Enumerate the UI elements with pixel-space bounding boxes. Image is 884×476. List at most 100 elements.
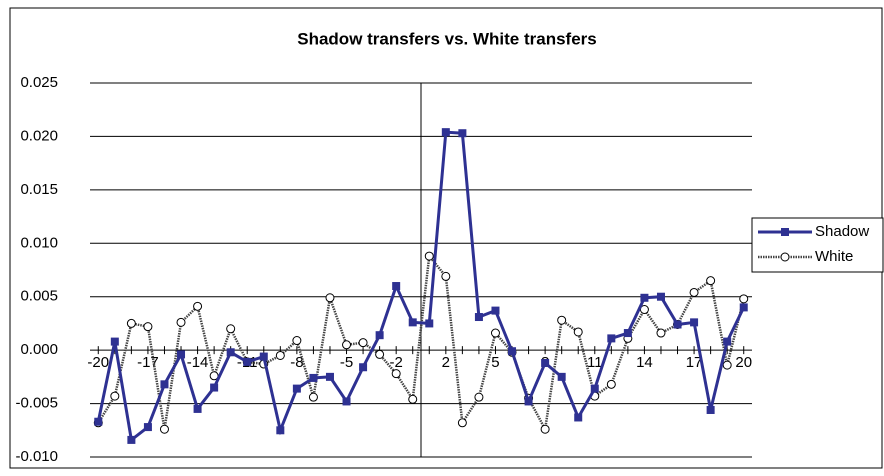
y-tick-label: 0.010 — [20, 234, 58, 251]
x-tick-label: 5 — [491, 354, 499, 371]
marker — [160, 380, 169, 389]
marker — [176, 317, 186, 327]
chart-title: Shadow transfers vs. White transfers — [297, 29, 596, 48]
marker — [540, 424, 550, 434]
marker — [689, 287, 699, 297]
marker — [391, 369, 401, 379]
x-tick-label: 14 — [636, 354, 653, 371]
marker — [441, 271, 451, 281]
marker — [408, 394, 418, 404]
marker — [159, 424, 169, 434]
marker — [424, 251, 434, 261]
marker — [441, 128, 450, 137]
marker — [574, 413, 583, 422]
marker — [375, 349, 385, 359]
x-tick-label: -8 — [290, 354, 303, 371]
marker — [557, 372, 566, 381]
marker — [606, 379, 616, 389]
marker — [640, 293, 649, 302]
marker — [656, 328, 666, 338]
marker — [392, 282, 401, 291]
marker — [673, 320, 682, 329]
marker — [490, 328, 500, 338]
marker — [573, 327, 583, 337]
marker — [557, 315, 567, 325]
marker — [590, 384, 599, 393]
marker — [226, 348, 235, 357]
legend-label: White — [815, 248, 853, 265]
marker — [325, 372, 334, 381]
marker — [177, 350, 186, 359]
marker — [375, 331, 384, 340]
x-tick-label: -20 — [87, 354, 109, 371]
marker — [739, 303, 748, 312]
series-white — [93, 251, 749, 434]
marker — [706, 276, 716, 286]
legend-marker — [781, 228, 789, 236]
legend-box — [751, 217, 884, 273]
y-tick-label: 0.025 — [20, 74, 58, 91]
marker — [226, 324, 236, 334]
marker — [623, 329, 632, 338]
x-tick-label: 11 — [587, 354, 603, 371]
marker — [690, 318, 699, 327]
marker — [656, 292, 665, 301]
marker — [408, 318, 417, 327]
marker — [193, 301, 203, 311]
marker — [425, 319, 434, 328]
marker — [110, 337, 119, 346]
legend-label: Shadow — [815, 223, 869, 240]
marker — [541, 358, 550, 367]
marker — [524, 397, 533, 406]
series-shadow — [94, 128, 748, 444]
marker — [359, 363, 368, 372]
marker — [308, 392, 318, 402]
marker — [110, 391, 120, 401]
marker — [458, 129, 467, 138]
marker — [342, 340, 352, 350]
legend-marker — [780, 252, 790, 262]
marker — [739, 294, 749, 304]
y-tick-label: 0.015 — [20, 181, 58, 198]
marker — [292, 384, 301, 393]
marker — [126, 318, 136, 328]
marker — [358, 338, 368, 348]
marker — [491, 306, 500, 315]
marker — [259, 352, 268, 361]
x-tick-label: -2 — [390, 354, 403, 371]
marker — [292, 336, 302, 346]
marker — [193, 404, 202, 413]
marker — [275, 350, 285, 360]
marker — [309, 373, 318, 382]
marker — [457, 418, 467, 428]
marker — [723, 337, 732, 346]
marker — [143, 322, 153, 332]
marker — [607, 334, 616, 343]
marker — [508, 347, 517, 356]
x-tick-label: -14 — [187, 354, 209, 371]
marker — [474, 313, 483, 322]
marker — [342, 397, 351, 406]
x-tick-label: 17 — [686, 354, 703, 371]
x-tick-label: -5 — [340, 354, 353, 371]
x-tick-label: 2 — [442, 354, 450, 371]
marker — [243, 357, 252, 366]
series-line — [96, 130, 746, 443]
marker — [276, 426, 285, 435]
y-tick-label: -0.005 — [15, 395, 58, 412]
marker — [474, 392, 484, 402]
chart-border — [9, 7, 883, 469]
marker — [325, 293, 335, 303]
y-tick-label: -0.010 — [15, 448, 58, 465]
y-tick-label: 0.020 — [20, 127, 58, 144]
x-tick-label: 20 — [735, 354, 752, 371]
marker — [706, 405, 715, 414]
y-tick-label: 0.005 — [20, 288, 58, 305]
marker — [210, 383, 219, 392]
series-line — [97, 253, 745, 434]
marker — [143, 423, 152, 432]
marker — [722, 360, 732, 370]
marker — [127, 435, 136, 444]
